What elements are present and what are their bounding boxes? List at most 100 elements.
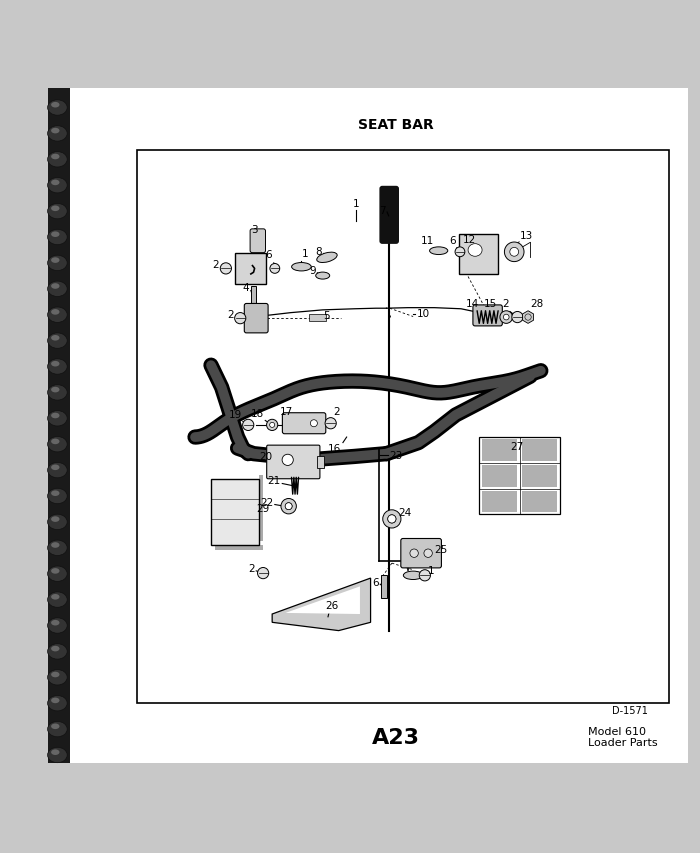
Circle shape <box>503 315 509 321</box>
Ellipse shape <box>48 489 67 504</box>
Ellipse shape <box>48 334 67 349</box>
Ellipse shape <box>48 126 67 142</box>
Text: 6: 6 <box>372 577 379 587</box>
Ellipse shape <box>48 308 67 323</box>
Circle shape <box>285 503 292 510</box>
Ellipse shape <box>51 102 60 108</box>
Ellipse shape <box>51 335 60 341</box>
Bar <box>251 287 256 312</box>
Ellipse shape <box>51 595 60 600</box>
FancyBboxPatch shape <box>267 445 320 479</box>
Ellipse shape <box>48 541 67 556</box>
Text: 2: 2 <box>212 259 219 270</box>
Bar <box>309 314 326 322</box>
Ellipse shape <box>292 264 312 271</box>
Ellipse shape <box>430 247 448 255</box>
Ellipse shape <box>48 178 67 194</box>
Ellipse shape <box>51 154 60 160</box>
Ellipse shape <box>51 543 60 548</box>
Ellipse shape <box>48 359 67 374</box>
Ellipse shape <box>51 750 60 755</box>
Bar <box>235 253 266 284</box>
Bar <box>482 466 517 487</box>
Text: 14: 14 <box>466 299 479 309</box>
Circle shape <box>220 264 232 275</box>
Circle shape <box>325 418 336 429</box>
Ellipse shape <box>48 281 67 297</box>
Text: 23: 23 <box>389 450 402 461</box>
Text: 28: 28 <box>530 299 543 309</box>
FancyBboxPatch shape <box>401 539 442 568</box>
Bar <box>259 475 263 542</box>
Bar <box>216 546 263 550</box>
Ellipse shape <box>48 411 67 426</box>
Ellipse shape <box>48 592 67 607</box>
Ellipse shape <box>51 517 60 522</box>
Bar <box>480 438 560 514</box>
Bar <box>482 440 517 461</box>
Text: 24: 24 <box>398 508 412 517</box>
Ellipse shape <box>468 244 482 257</box>
Ellipse shape <box>51 698 60 704</box>
Ellipse shape <box>48 566 67 582</box>
Ellipse shape <box>48 670 67 685</box>
Circle shape <box>310 421 317 427</box>
Ellipse shape <box>51 672 60 677</box>
Ellipse shape <box>48 230 67 246</box>
Ellipse shape <box>48 437 67 452</box>
Circle shape <box>505 243 524 262</box>
Ellipse shape <box>51 490 60 496</box>
Circle shape <box>243 420 254 431</box>
Bar <box>522 440 557 461</box>
Text: 2: 2 <box>503 299 509 309</box>
Circle shape <box>285 503 292 510</box>
Polygon shape <box>523 311 533 324</box>
Ellipse shape <box>48 618 67 634</box>
Circle shape <box>410 549 419 558</box>
Ellipse shape <box>48 722 67 737</box>
Ellipse shape <box>51 258 60 264</box>
Bar <box>48 89 70 763</box>
Ellipse shape <box>51 439 60 444</box>
Ellipse shape <box>51 284 60 289</box>
Bar <box>381 576 386 598</box>
Bar <box>136 150 668 703</box>
Ellipse shape <box>51 723 60 729</box>
Ellipse shape <box>51 568 60 574</box>
Ellipse shape <box>51 206 60 212</box>
Text: A23: A23 <box>372 727 419 747</box>
Text: 4: 4 <box>243 282 249 293</box>
Circle shape <box>510 248 519 257</box>
Text: 21: 21 <box>267 476 280 485</box>
Text: 15: 15 <box>484 299 497 309</box>
Text: 25: 25 <box>435 545 448 554</box>
Circle shape <box>267 420 278 431</box>
Text: 13: 13 <box>519 230 533 241</box>
Text: 1: 1 <box>353 199 360 208</box>
FancyBboxPatch shape <box>250 229 265 253</box>
Text: Model 610
Loader Parts: Model 610 Loader Parts <box>588 726 657 747</box>
Circle shape <box>234 313 246 324</box>
Circle shape <box>270 423 274 428</box>
Ellipse shape <box>51 646 60 652</box>
Text: 10: 10 <box>417 309 430 319</box>
Text: 19: 19 <box>229 410 241 420</box>
Circle shape <box>383 510 401 528</box>
Ellipse shape <box>51 362 60 367</box>
Circle shape <box>419 570 430 581</box>
Ellipse shape <box>51 413 60 419</box>
Text: 26: 26 <box>326 601 339 611</box>
Circle shape <box>424 549 433 558</box>
Circle shape <box>388 515 396 524</box>
Text: 29: 29 <box>256 503 270 514</box>
Circle shape <box>258 568 269 579</box>
Text: 6: 6 <box>265 250 272 259</box>
Text: 6: 6 <box>449 236 456 246</box>
FancyBboxPatch shape <box>244 305 268 334</box>
Circle shape <box>282 455 293 466</box>
Circle shape <box>512 312 523 323</box>
Ellipse shape <box>48 644 67 659</box>
Circle shape <box>500 311 512 324</box>
Ellipse shape <box>51 310 60 316</box>
Ellipse shape <box>48 256 67 271</box>
